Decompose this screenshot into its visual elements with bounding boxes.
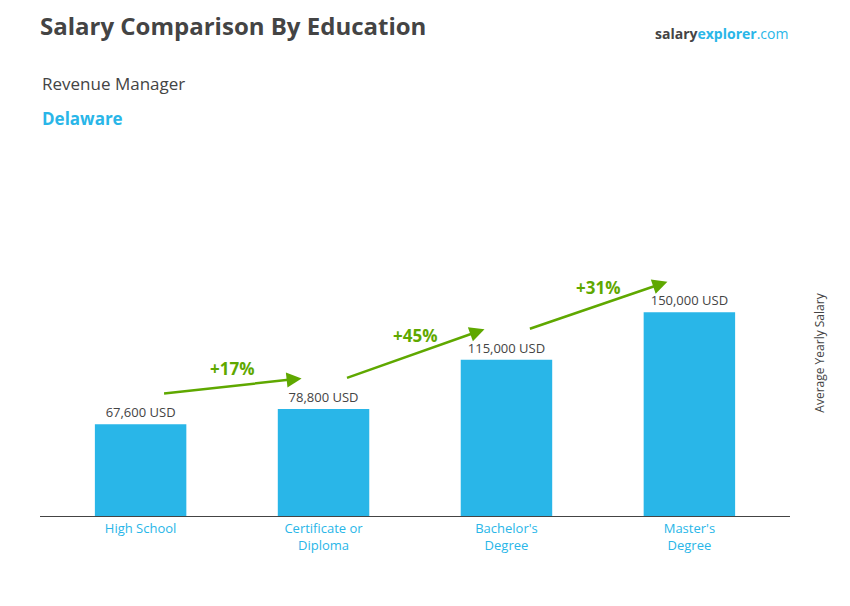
svg-text:Bachelor'sDegree: Bachelor'sDegree: [475, 519, 538, 554]
svg-text:Salary Comparison By Education: Salary Comparison By Education: [40, 9, 426, 42]
svg-text:67,600 USD: 67,600 USD: [106, 403, 176, 421]
svg-text:78,800 USD: 78,800 USD: [289, 388, 359, 406]
svg-text:Certificate orDiploma: Certificate orDiploma: [284, 519, 363, 554]
svg-text:+31%: +31%: [576, 276, 620, 299]
svg-text:High School: High School: [105, 519, 177, 537]
svg-text:+17%: +17%: [210, 357, 254, 380]
svg-text:+45%: +45%: [393, 324, 437, 347]
svg-text:Delaware: Delaware: [42, 107, 123, 130]
svg-text:Average Yearly Salary: Average Yearly Salary: [811, 292, 828, 412]
svg-text:Master'sDegree: Master'sDegree: [664, 519, 715, 554]
svg-text:115,000 USD: 115,000 USD: [468, 339, 545, 357]
svg-text:150,000 USD: 150,000 USD: [651, 291, 728, 309]
svg-text:Revenue Manager: Revenue Manager: [42, 72, 185, 95]
svg-text:salaryexplorer.com: salaryexplorer.com: [655, 24, 788, 43]
